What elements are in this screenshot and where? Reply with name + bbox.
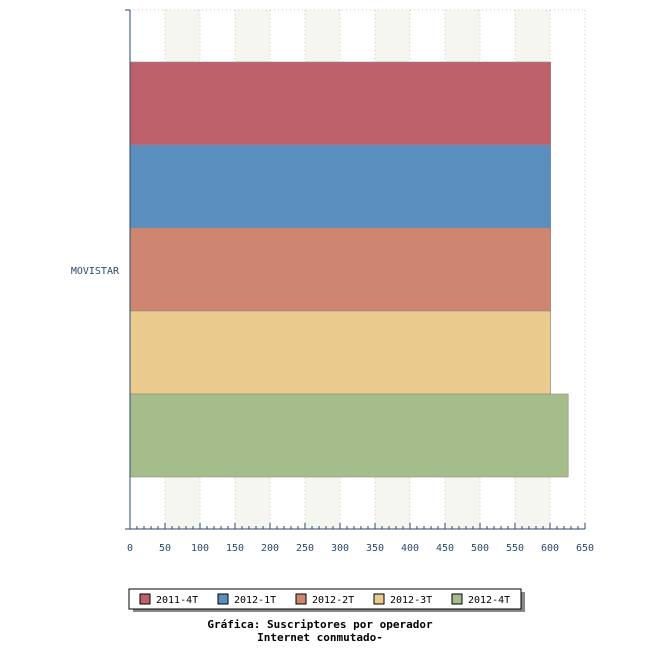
legend-swatch-2012-3T: [373, 593, 385, 605]
category-labels: MOVISTAR: [71, 266, 120, 277]
x-tick-label: 350: [366, 543, 384, 554]
legend-label-2012-3T: 2012-3T: [390, 595, 432, 606]
legend-swatch-2012-1T: [217, 593, 229, 605]
chart-title-line2: Internet conmutado-: [257, 631, 383, 644]
x-tick-label: 100: [191, 543, 209, 554]
x-tick-label: 600: [541, 543, 559, 554]
axes: [125, 9, 585, 530]
x-tick-label: 650: [576, 543, 594, 554]
legend-label-2012-1T: 2012-1T: [234, 595, 276, 606]
x-tick-label: 200: [261, 543, 279, 554]
x-tick-label: 450: [436, 543, 454, 554]
category-label: MOVISTAR: [71, 266, 120, 277]
x-tick-label: 550: [506, 543, 524, 554]
bars: [129, 61, 569, 478]
bar-2012-2T: [129, 227, 552, 312]
x-tick-label: 500: [471, 543, 489, 554]
legend-swatch-2011-4T: [139, 593, 151, 605]
x-tick-label: 300: [331, 543, 349, 554]
legend-swatch-2012-4T: [451, 593, 463, 605]
x-tick-label: 400: [401, 543, 419, 554]
legend-label-2011-4T: 2011-4T: [156, 595, 198, 606]
x-tick-label: 250: [296, 543, 314, 554]
chart-title-line1: Gráfica: Suscriptores por operador: [207, 618, 433, 631]
x-tick-label: 150: [226, 543, 244, 554]
legend-swatch-2012-2T: [295, 593, 307, 605]
x-tick-label: 0: [127, 543, 133, 554]
bar-2012-4T: [129, 393, 569, 478]
legend: 2011-4T 2012-1T 2012-2T 2012-3T 2012-4T: [128, 588, 525, 612]
legend-label-2012-4T: 2012-4T: [468, 595, 510, 606]
x-axis-ticks: 0 50 100 150 200 250 300 350 400 450 500 550 600 650: [127, 523, 594, 554]
x-tick-label: 50: [159, 543, 171, 554]
bar-2011-4T: [129, 61, 552, 146]
bar-2012-1T: [129, 144, 552, 229]
legend-label-2012-2T: 2012-2T: [312, 595, 354, 606]
bar-2012-3T: [129, 310, 552, 395]
